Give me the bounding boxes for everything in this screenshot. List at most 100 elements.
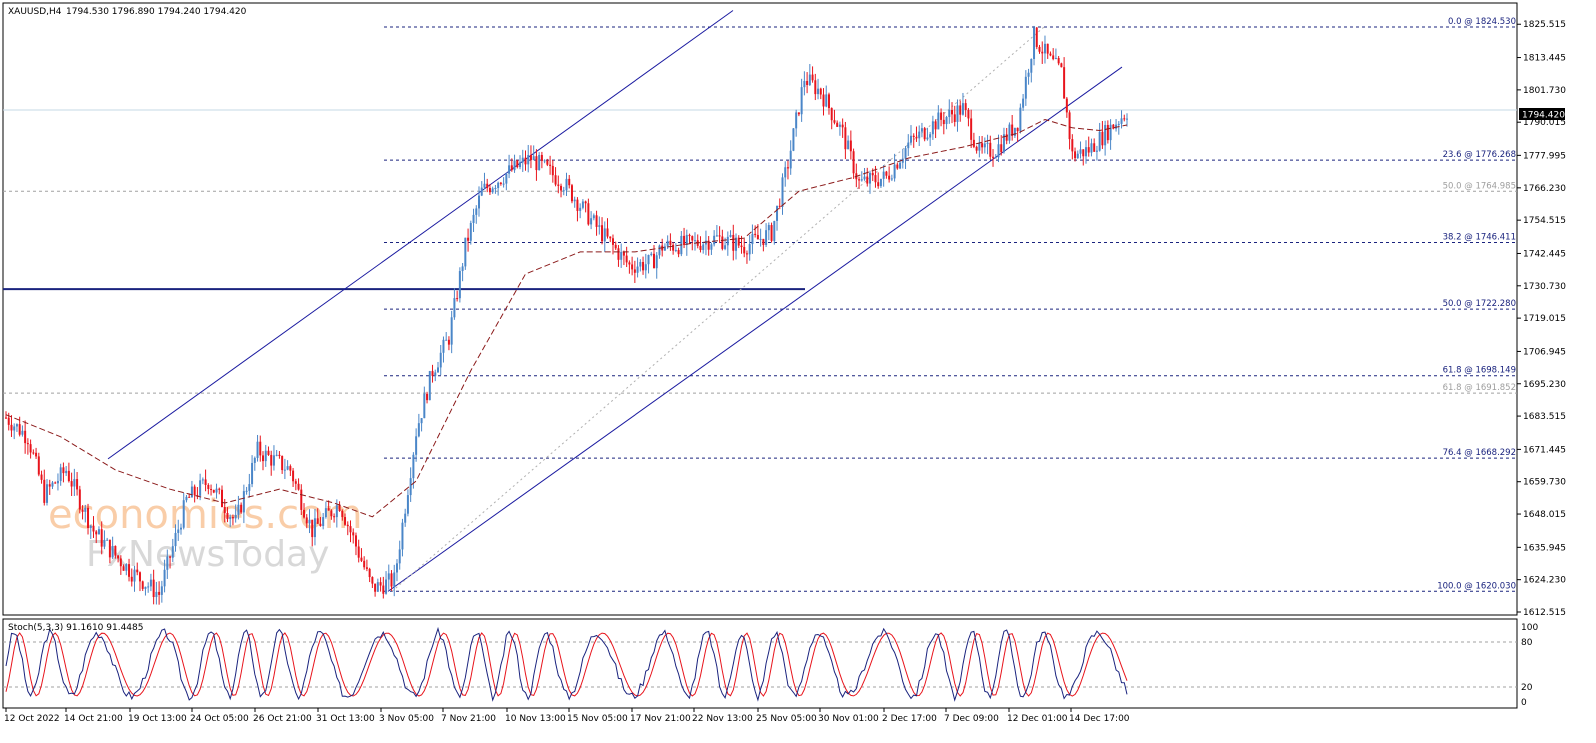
candle-body <box>357 546 360 558</box>
candle-body <box>1027 72 1030 77</box>
candle-body <box>945 117 948 125</box>
candle-body <box>513 160 516 171</box>
candle-body <box>885 171 888 176</box>
candle-body <box>934 121 937 130</box>
candle-body <box>289 466 292 471</box>
candle-body <box>270 454 273 466</box>
candle-body <box>1112 124 1115 129</box>
candle-body <box>912 135 915 138</box>
candle-body <box>300 489 303 510</box>
candle-body <box>636 266 639 273</box>
candle-body <box>390 573 393 587</box>
trend-channel <box>107 10 1123 592</box>
candle-body <box>379 582 382 586</box>
candle-body <box>401 522 404 550</box>
candle-body <box>639 261 642 267</box>
x-tick-label: 22 Nov 13:00 <box>692 714 753 724</box>
candle-body <box>609 236 612 239</box>
candle-body <box>7 417 10 425</box>
candle-body <box>84 507 87 512</box>
candle-body <box>259 441 262 456</box>
candle-body <box>469 222 472 241</box>
candle-body <box>103 539 106 547</box>
candle-body <box>15 424 18 427</box>
candle-body <box>803 80 806 88</box>
candle-body <box>694 240 697 242</box>
candle-body <box>338 505 341 511</box>
candle-body <box>316 518 319 524</box>
watermark: economies.com FxNewsToday <box>48 492 363 575</box>
candle-body <box>420 418 423 424</box>
candle-body <box>174 532 177 547</box>
candle-body <box>866 176 869 184</box>
y-tick-label: 1825.515 <box>1523 20 1566 30</box>
candle-body <box>1038 46 1041 52</box>
candle-body <box>1079 149 1082 154</box>
candle-body <box>715 235 718 237</box>
candle-body <box>603 228 606 242</box>
candle-body <box>483 183 486 188</box>
candle-body <box>899 162 902 169</box>
candle-body <box>106 539 109 541</box>
candle-body <box>65 470 68 474</box>
candle-body <box>614 244 617 249</box>
candle-body <box>707 240 710 250</box>
candle-body <box>453 298 456 318</box>
fib-diagonal <box>391 26 1045 592</box>
candle-body <box>1084 147 1087 157</box>
candle-body <box>327 508 330 511</box>
candle-body <box>450 317 453 345</box>
x-tick-label: 12 Dec 01:00 <box>1007 714 1068 724</box>
candle-body <box>871 172 874 176</box>
candle-body <box>201 479 204 481</box>
candle-body <box>417 423 420 437</box>
candle-body <box>584 201 587 204</box>
x-tick-label: 26 Oct 21:00 <box>253 714 312 724</box>
candle-body <box>890 178 893 180</box>
candle-body <box>160 586 163 595</box>
candle-body <box>395 563 398 573</box>
candle-body <box>144 586 147 589</box>
x-tick-label: 25 Nov 05:00 <box>756 714 817 724</box>
candle-body <box>431 371 434 376</box>
candle-body <box>24 430 27 444</box>
candle-body <box>778 205 781 207</box>
candle-body <box>1060 63 1063 68</box>
candle-body <box>672 244 675 251</box>
candle-body <box>341 510 344 518</box>
y-tick-label: 1695.230 <box>1523 380 1566 390</box>
y-tick-label: 1719.015 <box>1523 314 1566 324</box>
candle-body <box>888 175 891 180</box>
candle-body <box>415 436 418 455</box>
candle-body <box>860 179 863 181</box>
stoch-main-line <box>5 626 1128 702</box>
candle-body <box>1074 151 1077 159</box>
candle-body <box>40 474 43 480</box>
candle-body <box>54 482 57 484</box>
candle-body <box>508 165 511 174</box>
candle-body <box>592 215 595 219</box>
candle-body <box>557 184 560 186</box>
candle-body <box>169 556 172 558</box>
candle-body <box>100 529 103 547</box>
candle-body <box>242 491 245 513</box>
candle-body <box>374 583 377 592</box>
candle-body <box>442 339 445 353</box>
candle-body <box>171 546 174 558</box>
candle-body <box>1115 124 1118 129</box>
candle-body <box>1071 139 1074 152</box>
x-tick-label: 7 Nov 21:00 <box>441 714 496 724</box>
candle-body <box>46 484 49 503</box>
candle-body <box>959 105 962 115</box>
candle-body <box>48 484 51 487</box>
candle-body <box>713 235 716 245</box>
watermark-line1: economies.com <box>48 492 363 538</box>
candle-body <box>1090 143 1093 153</box>
candle-body <box>292 470 295 482</box>
candle-body <box>1030 59 1033 73</box>
candle-body <box>152 579 155 598</box>
candle-body <box>838 124 841 127</box>
candle-body <box>166 556 169 570</box>
candle-body <box>204 479 207 485</box>
candle-body <box>918 131 921 139</box>
